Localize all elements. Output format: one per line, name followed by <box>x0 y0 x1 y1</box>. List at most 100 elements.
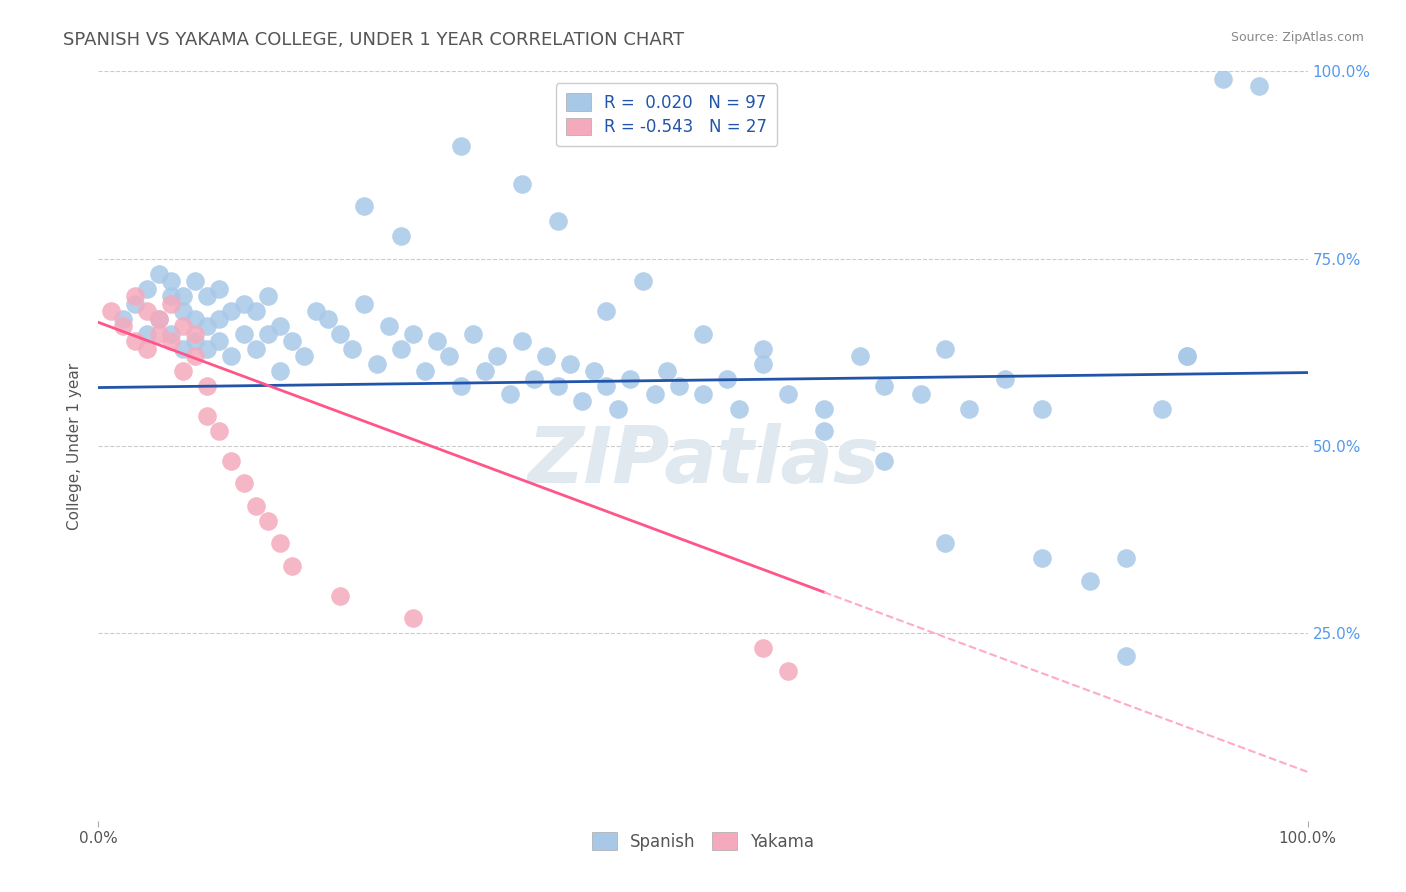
Point <box>668 379 690 393</box>
Point <box>1152 401 1174 416</box>
Point <box>474 364 496 378</box>
Point <box>135 304 157 318</box>
Point <box>135 342 157 356</box>
Point <box>655 364 678 378</box>
Point <box>583 364 606 378</box>
Point <box>595 304 617 318</box>
Y-axis label: College, Under 1 year: College, Under 1 year <box>67 362 83 530</box>
Point <box>172 304 194 318</box>
Point <box>269 319 291 334</box>
Point <box>208 311 231 326</box>
Point <box>245 499 267 513</box>
Point <box>595 379 617 393</box>
Point <box>353 199 375 213</box>
Point <box>135 326 157 341</box>
Point <box>873 379 896 393</box>
Point <box>1175 349 1198 363</box>
Point <box>426 334 449 348</box>
Point <box>148 267 170 281</box>
Point <box>172 364 194 378</box>
Point <box>571 394 593 409</box>
Point <box>389 342 412 356</box>
Point <box>111 311 134 326</box>
Point <box>208 334 231 348</box>
Point <box>910 386 932 401</box>
Text: ZIPatlas: ZIPatlas <box>527 423 879 499</box>
Point <box>547 379 569 393</box>
Point <box>849 349 872 363</box>
Point <box>148 326 170 341</box>
Point <box>221 454 243 468</box>
Point <box>692 326 714 341</box>
Point <box>402 326 425 341</box>
Point <box>195 342 218 356</box>
Point <box>813 401 835 416</box>
Point <box>607 401 630 416</box>
Point <box>269 536 291 550</box>
Point <box>184 334 207 348</box>
Point <box>256 289 278 303</box>
Point <box>377 319 399 334</box>
Point <box>1078 574 1101 588</box>
Point <box>450 379 472 393</box>
Point <box>342 342 364 356</box>
Point <box>644 386 666 401</box>
Point <box>716 371 738 385</box>
Point <box>402 611 425 625</box>
Point <box>534 349 557 363</box>
Point <box>389 229 412 244</box>
Point <box>245 304 267 318</box>
Point <box>100 304 122 318</box>
Point <box>1175 349 1198 363</box>
Point <box>498 386 520 401</box>
Text: SPANISH VS YAKAMA COLLEGE, UNDER 1 YEAR CORRELATION CHART: SPANISH VS YAKAMA COLLEGE, UNDER 1 YEAR … <box>63 31 685 49</box>
Point <box>813 424 835 438</box>
Point <box>619 371 641 385</box>
Point <box>776 386 799 401</box>
Point <box>160 296 183 310</box>
Point <box>184 349 207 363</box>
Point <box>486 349 509 363</box>
Point <box>281 334 304 348</box>
Point <box>195 409 218 423</box>
Point <box>463 326 485 341</box>
Point <box>232 326 254 341</box>
Point <box>208 282 231 296</box>
Point <box>353 296 375 310</box>
Point <box>160 326 183 341</box>
Point <box>124 296 146 310</box>
Point <box>316 311 339 326</box>
Point <box>934 536 956 550</box>
Point <box>281 558 304 573</box>
Text: Source: ZipAtlas.com: Source: ZipAtlas.com <box>1230 31 1364 45</box>
Point <box>366 357 388 371</box>
Point <box>1031 401 1053 416</box>
Point <box>232 296 254 310</box>
Point <box>752 641 775 656</box>
Point <box>1115 551 1137 566</box>
Point <box>292 349 315 363</box>
Point <box>1115 648 1137 663</box>
Point <box>752 342 775 356</box>
Point <box>728 401 751 416</box>
Point <box>776 664 799 678</box>
Point <box>208 424 231 438</box>
Point <box>1212 71 1234 86</box>
Point <box>1249 79 1271 94</box>
Point <box>873 454 896 468</box>
Point <box>148 311 170 326</box>
Point <box>269 364 291 378</box>
Point <box>160 289 183 303</box>
Point <box>413 364 436 378</box>
Point <box>510 177 533 191</box>
Point <box>437 349 460 363</box>
Point <box>631 274 654 288</box>
Point <box>329 326 352 341</box>
Point <box>195 319 218 334</box>
Point <box>1031 551 1053 566</box>
Point <box>994 371 1017 385</box>
Point <box>450 139 472 153</box>
Point <box>523 371 546 385</box>
Point <box>547 214 569 228</box>
Point <box>245 342 267 356</box>
